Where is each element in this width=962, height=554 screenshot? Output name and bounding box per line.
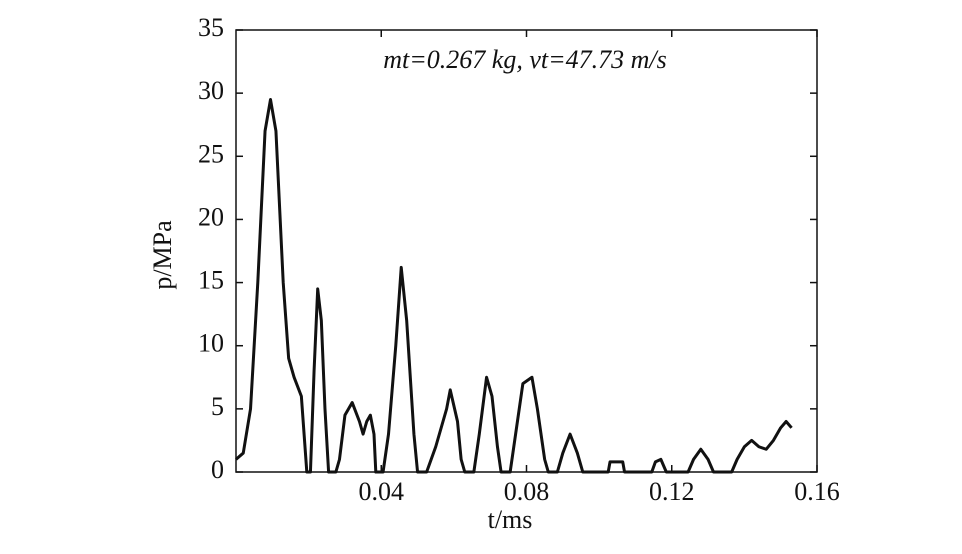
data-line (235, 97, 793, 474)
y-tick-label: 20 (198, 202, 224, 231)
y-tick-label: 15 (198, 266, 224, 295)
y-tick-label: 30 (198, 76, 224, 105)
x-tick-label: 0.16 (794, 477, 840, 506)
x-tick-label: 0.04 (359, 477, 405, 506)
x-tick-label: 0.08 (504, 477, 550, 506)
plot-frame (235, 29, 818, 473)
y-tick-label: 10 (198, 329, 224, 358)
y-tick-label: 35 (198, 13, 224, 42)
x-axis-label: t/ms (488, 505, 533, 534)
y-tick-label: 25 (198, 139, 224, 168)
y-axis-label: p/MPa (148, 220, 177, 290)
x-tick-label: 0.12 (649, 477, 695, 506)
y-tick-label: 5 (211, 392, 224, 421)
annotation: mt=0.267 kg, vt=47.73 m/s (383, 45, 667, 74)
y-tick-label: 0 (211, 455, 224, 484)
